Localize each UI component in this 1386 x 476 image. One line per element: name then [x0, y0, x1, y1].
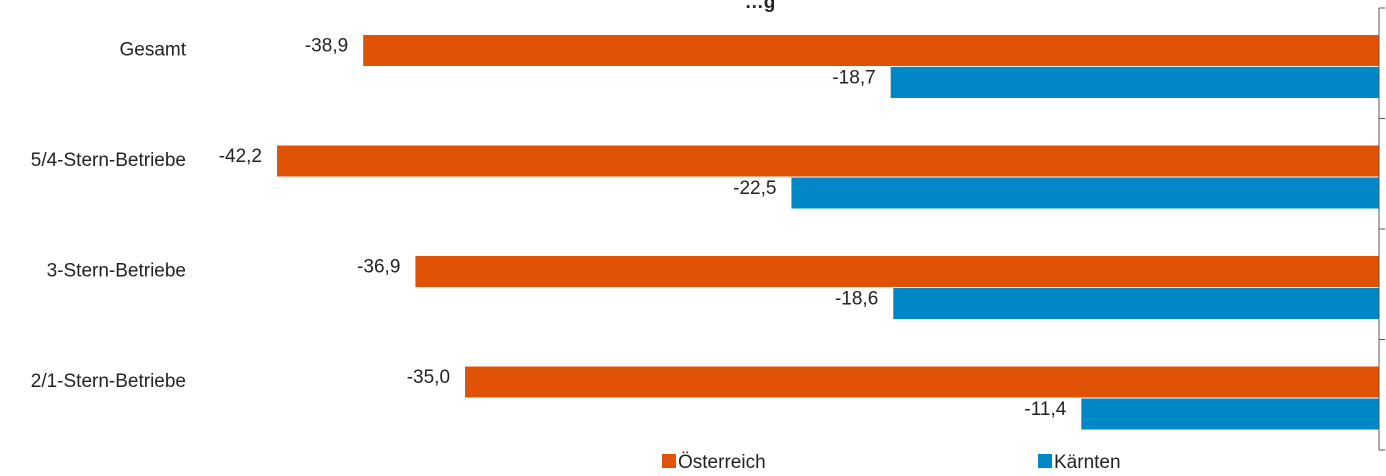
data-label-oesterreich: -38,9 [305, 36, 348, 57]
data-label-oesterreich: -36,9 [357, 257, 400, 278]
data-label-oesterreich: -42,2 [219, 146, 262, 167]
category-label: 3-Stern-Betriebe [47, 260, 186, 281]
legend-swatch-oesterreich [662, 454, 676, 468]
category-label: Gesamt [119, 39, 186, 60]
legend-swatch-kaernten [1038, 454, 1052, 468]
data-label-kaernten: -11,4 [1024, 399, 1066, 420]
legend-label-kaernten: Kärnten [1054, 452, 1121, 473]
legend-label-oesterreich: Österreich [678, 452, 766, 473]
data-label-kaernten: -18,6 [835, 289, 878, 310]
data-label-oesterreich: -35,0 [407, 367, 450, 388]
category-label: 2/1-Stern-Betriebe [31, 371, 186, 392]
bar-oesterreich [465, 366, 1380, 398]
chart-title: …g [745, 0, 776, 13]
bar-oesterreich [415, 256, 1379, 287]
bar-kaernten [1081, 398, 1379, 430]
bar-oesterreich [277, 145, 1379, 177]
bar-kaernten [791, 177, 1379, 209]
category-label: 5/4-Stern-Betriebe [31, 150, 186, 171]
data-label-kaernten: -22,5 [733, 178, 776, 199]
bar-kaernten [893, 288, 1379, 319]
bar-kaernten [890, 67, 1379, 98]
bar-oesterreich [363, 35, 1379, 66]
data-label-kaernten: -18,7 [832, 68, 875, 89]
plot-area: Gesamt -38,9 -18,7 5/4-Stern-Betriebe -42,2 -… [31, 7, 1385, 451]
legend: Österreich Kärnten [662, 452, 1121, 473]
